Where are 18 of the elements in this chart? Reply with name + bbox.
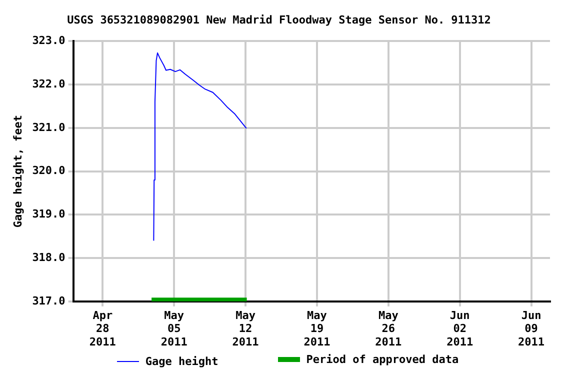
x-tick-label: May 05 2011 <box>160 308 188 348</box>
legend-label: Period of approved data <box>306 353 459 366</box>
y-tick-label: 317.0 <box>32 294 66 308</box>
y-tick-label: 319.0 <box>32 208 66 221</box>
x-tick-label: Jun 02 2011 <box>446 308 474 348</box>
y-tick-label: 323.0 <box>32 34 66 48</box>
x-tick-label: May 19 2011 <box>304 308 331 348</box>
legend-label: Gage height <box>145 355 218 368</box>
x-tick-label: Jun 09 2011 <box>518 308 545 348</box>
y-tick-label: 321.0 <box>32 120 66 134</box>
y-tick-label: 318.0 <box>32 250 66 264</box>
y-axis-title: Gage height, feet <box>11 115 24 228</box>
x-tick-label: May 12 2011 <box>232 308 260 348</box>
y-tick-label: 322.0 <box>32 77 66 90</box>
x-tick-label: Apr 28 2011 <box>89 308 116 348</box>
chart-title: USGS 365321089082901 New Madrid Floodway Stage Sensor No. 911312 <box>67 13 491 26</box>
x-tick-label: May 26 2011 <box>375 308 402 348</box>
y-tick-label: 320.0 <box>32 164 66 178</box>
